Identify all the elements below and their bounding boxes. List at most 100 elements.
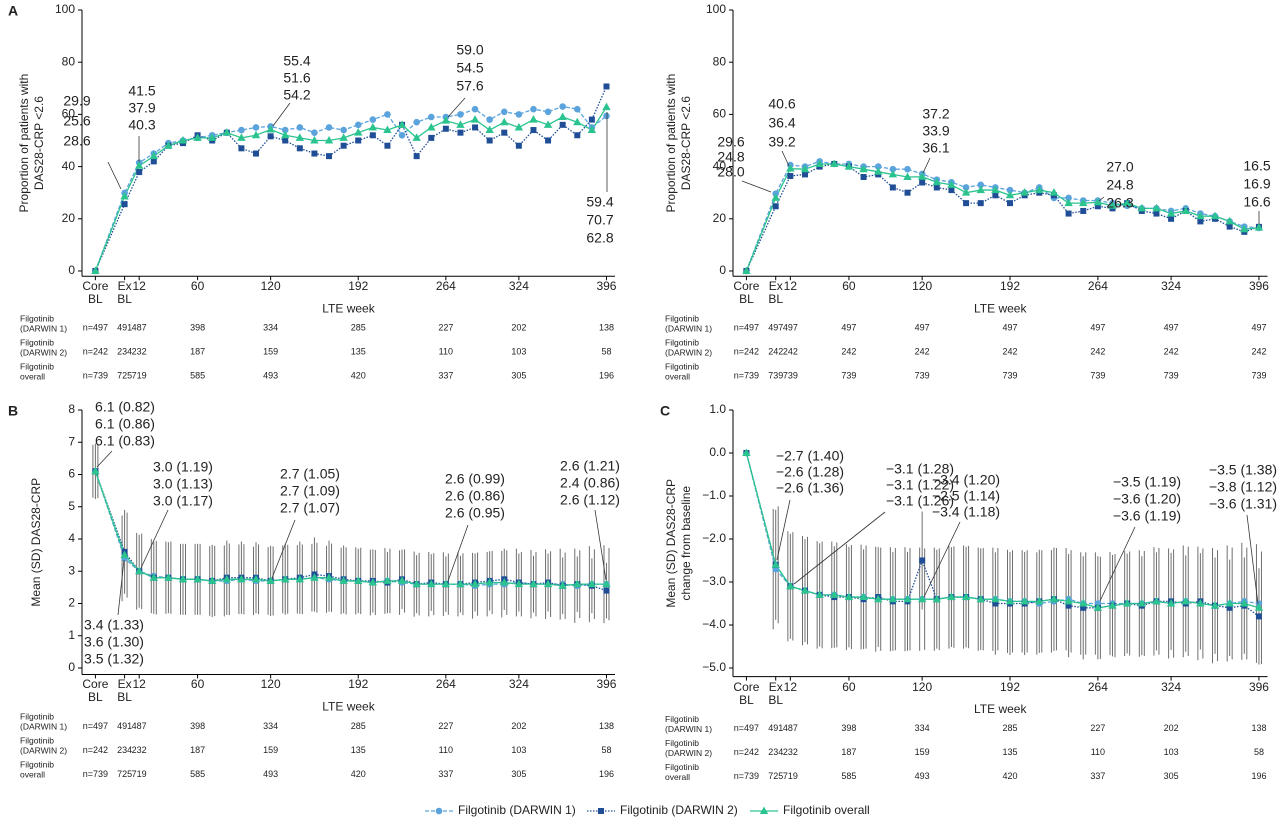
table-cell: 739 xyxy=(768,371,783,381)
marker xyxy=(251,574,261,583)
marker xyxy=(1254,223,1264,231)
marker xyxy=(947,592,956,601)
table-cell: 497 xyxy=(841,323,856,333)
value-label: 2.7 (1.09) xyxy=(280,483,340,499)
marker xyxy=(1005,596,1015,605)
marker xyxy=(354,121,362,129)
marker xyxy=(1240,599,1249,607)
marker xyxy=(340,126,347,134)
table-cell: 497 xyxy=(783,323,798,333)
table-cell: 285 xyxy=(1002,723,1017,733)
value-label: 2.7 (1.07) xyxy=(280,500,340,516)
marker xyxy=(222,128,232,136)
marker xyxy=(311,129,318,136)
x-axis-label: LTE week xyxy=(322,700,375,714)
marker xyxy=(1153,210,1160,217)
marker xyxy=(603,587,610,594)
table-cell: 135 xyxy=(351,347,366,357)
y-tick-label: 40 xyxy=(713,159,727,173)
callout-leader xyxy=(793,511,886,585)
table-cell: n=242 xyxy=(83,347,108,357)
marker xyxy=(121,201,128,208)
table-cell: 138 xyxy=(599,721,614,731)
marker xyxy=(120,550,129,559)
marker xyxy=(786,164,795,172)
marker xyxy=(471,105,479,113)
marker xyxy=(253,150,260,157)
marker xyxy=(903,172,912,181)
marker xyxy=(427,579,436,588)
value-label: −3.5 (1.38) xyxy=(1209,462,1277,478)
value-label: 26.3 xyxy=(1106,195,1133,211)
table-cell: 487 xyxy=(132,721,147,731)
value-label: 2.6 (1.12) xyxy=(560,492,620,508)
marker xyxy=(919,557,926,564)
table-cell: 227 xyxy=(438,721,453,731)
marker xyxy=(815,159,824,167)
y-tick-label: 3 xyxy=(68,563,75,577)
value-label: 51.6 xyxy=(283,70,310,86)
value-label: 2.6 (0.86) xyxy=(445,488,505,504)
marker xyxy=(1005,190,1015,199)
table-cell: 305 xyxy=(511,371,526,381)
marker xyxy=(470,579,480,588)
marker xyxy=(598,808,604,814)
marker xyxy=(412,133,421,141)
marker xyxy=(355,137,362,144)
value-label: 37.9 xyxy=(128,100,155,116)
marker xyxy=(369,116,377,123)
marker xyxy=(1166,599,1176,607)
marker xyxy=(354,128,363,136)
table-cell: 242 xyxy=(1090,347,1105,357)
value-label: −3.5 (1.19) xyxy=(1113,474,1181,490)
marker xyxy=(427,113,435,121)
table-cell: n=739 xyxy=(734,371,759,381)
table-cell: 420 xyxy=(1002,771,1017,781)
marker xyxy=(150,158,157,165)
value-label: 36.1 xyxy=(922,140,949,156)
value-label: 24.8 xyxy=(717,149,744,165)
table-cell: 234 xyxy=(117,745,132,755)
marker xyxy=(501,129,508,136)
value-label: 3.5 (1.32) xyxy=(84,651,144,667)
table-cell: n=242 xyxy=(734,347,759,357)
value-label: 29.6 xyxy=(717,134,744,150)
table-cell: 234 xyxy=(768,747,783,757)
marker xyxy=(1093,197,1103,206)
table-row-label: (DARWIN 2) xyxy=(665,347,712,357)
marker xyxy=(917,594,927,603)
table-row-label: overall xyxy=(20,770,45,780)
table-row-label: Filgotinib xyxy=(665,738,699,748)
table-cell: 58 xyxy=(601,745,611,755)
table-row-label: Filgotinib xyxy=(20,736,54,746)
table-cell: 334 xyxy=(263,721,278,731)
marker xyxy=(874,167,883,175)
table-cell: 337 xyxy=(438,769,453,779)
marker xyxy=(164,141,173,149)
marker xyxy=(1168,215,1175,222)
series-line xyxy=(745,160,1260,272)
marker xyxy=(588,116,595,123)
y-tick-label: 4 xyxy=(68,531,75,545)
marker xyxy=(786,581,795,590)
marker xyxy=(932,177,941,186)
marker xyxy=(1210,211,1220,220)
y-tick-label: 7 xyxy=(68,434,75,448)
table-row-label: Filgotinib xyxy=(665,337,699,347)
table-cell: 58 xyxy=(601,347,611,357)
marker xyxy=(1152,596,1161,605)
table-cell: 159 xyxy=(263,347,278,357)
marker xyxy=(932,594,941,603)
marker xyxy=(384,142,391,149)
marker xyxy=(485,125,494,134)
value-label: 54.2 xyxy=(283,87,310,103)
y-tick-label: 6 xyxy=(68,467,75,481)
marker xyxy=(238,145,245,152)
marker xyxy=(325,124,333,131)
value-label: 27.0 xyxy=(1106,159,1133,175)
marker xyxy=(815,590,824,598)
table-cell: 202 xyxy=(1164,723,1179,733)
marker xyxy=(602,102,611,111)
table-cell: 725 xyxy=(768,771,783,781)
marker xyxy=(178,135,188,144)
